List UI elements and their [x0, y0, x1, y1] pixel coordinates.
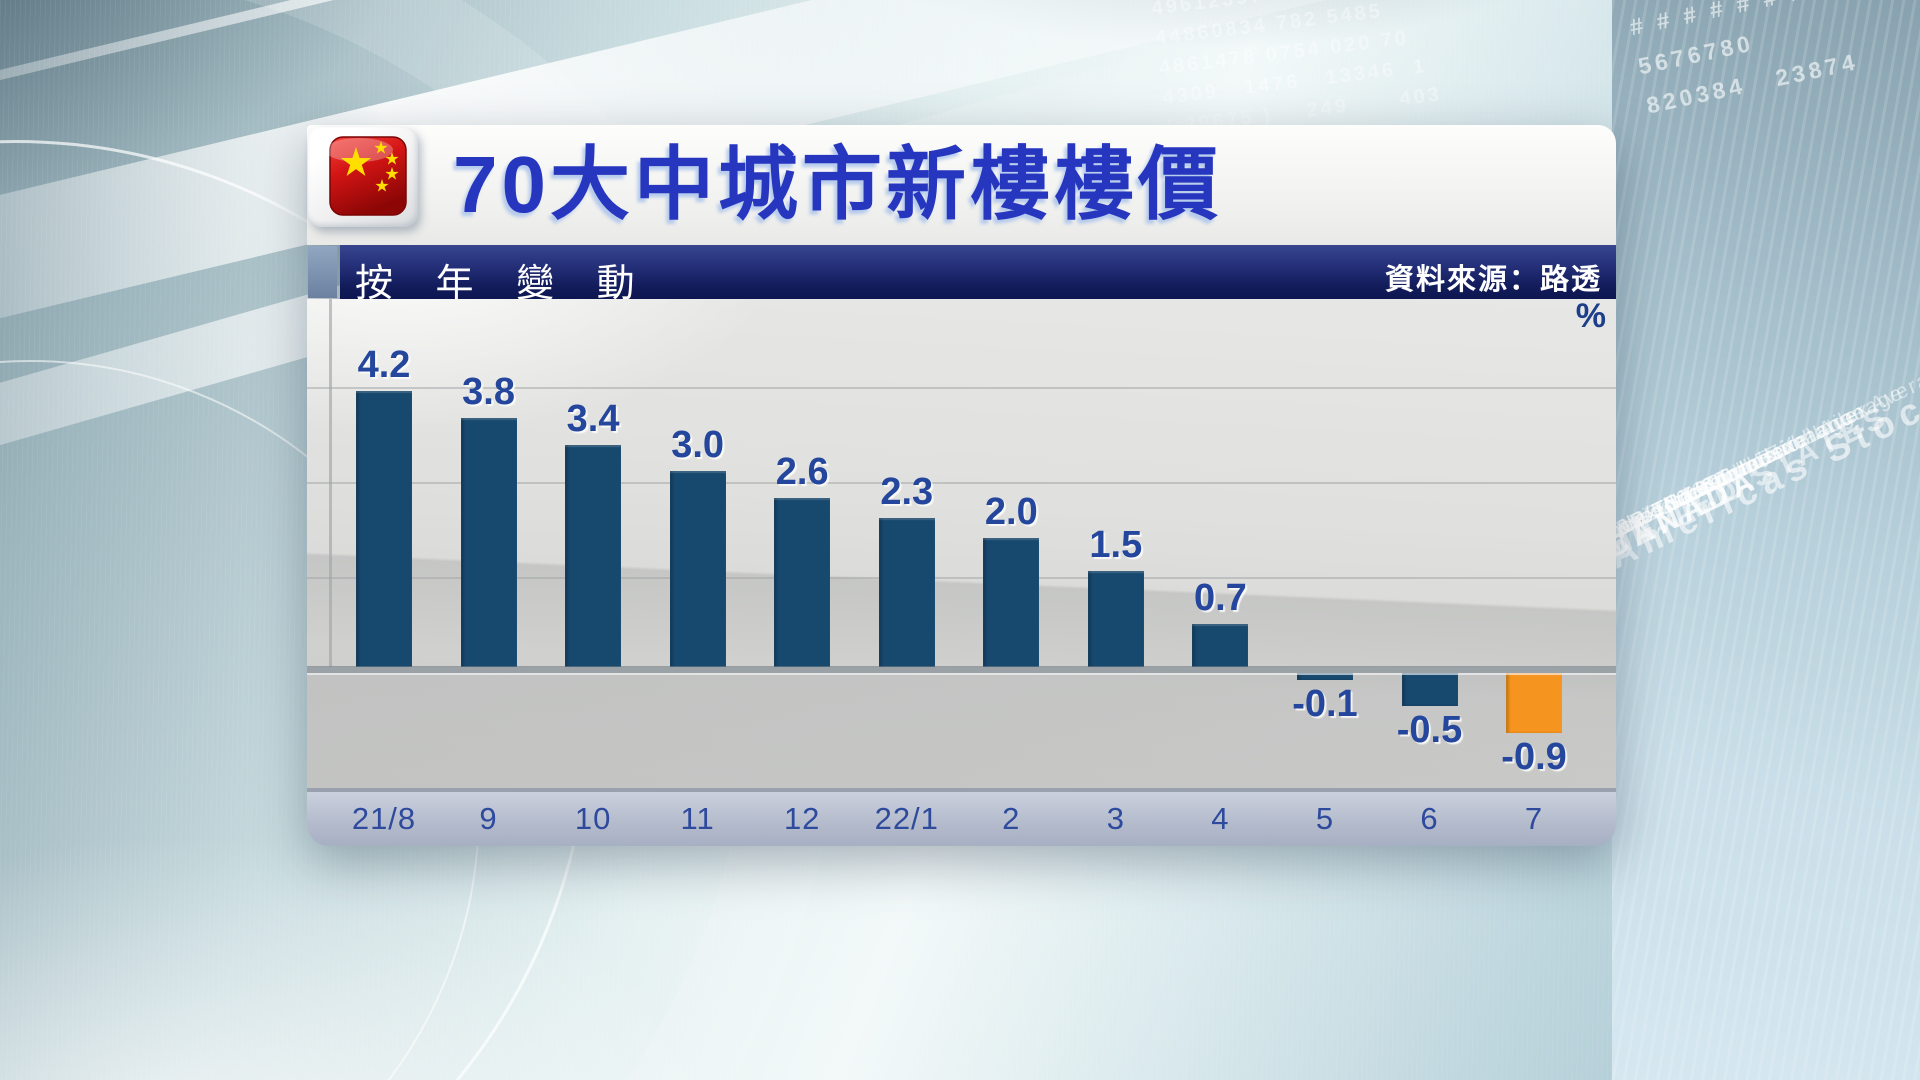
title-bar: 70大中城市新樓樓價 — [307, 125, 1616, 245]
bar-value-label: 3.4 — [566, 397, 620, 440]
zero-baseline — [307, 667, 1616, 673]
bar — [460, 417, 517, 671]
bar — [565, 444, 622, 671]
page-title: 70大中城市新樓樓價 — [453, 140, 1222, 229]
bar — [878, 517, 935, 671]
x-axis-label: 5 — [1315, 801, 1335, 836]
plot-highlight — [307, 299, 1616, 788]
gridline — [307, 482, 1616, 484]
backdrop-right-stripes — [1612, 0, 1920, 1080]
x-axis-label: 6 — [1420, 801, 1439, 836]
bar-value-label: -0.9 — [1501, 735, 1567, 778]
bar — [774, 497, 831, 671]
gridline — [307, 387, 1616, 389]
subtitle-bar: 按 年 變 動 資料來源：路透 — [307, 245, 1616, 305]
subtitle-accent-block — [308, 246, 337, 298]
china-flag-icon — [308, 127, 418, 227]
bar-chart-plot-area: % 4.2 3.8 3.4 3.0 2.6 2.3 2.0 1.5 0.7 -0.1 -0.5 -0.… — [307, 299, 1616, 788]
x-axis-label: 7 — [1524, 801, 1544, 836]
bar-value-label: 2.6 — [775, 450, 829, 493]
bar-highlighted — [1506, 673, 1563, 733]
gridline — [307, 577, 1616, 579]
unit-label: % — [1575, 299, 1606, 335]
chart-panel: 70大中城市新樓樓價 按 年 變 動 資料來源：路透 % 4.2 3.8 3.4 3.… — [307, 125, 1616, 846]
x-axis-label: 2 — [1002, 801, 1021, 836]
bar-value-label: -0.1 — [1292, 682, 1358, 725]
bar-value-label: 2.0 — [984, 490, 1038, 533]
subtitle-navy-strip: 按 年 變 動 資料來源：路透 — [340, 245, 1616, 305]
bar-value-label: -0.5 — [1396, 709, 1463, 752]
bar — [1296, 673, 1353, 680]
bar-value-label: 3.8 — [462, 370, 515, 413]
x-axis-label: 11 — [680, 801, 715, 836]
data-source-label: 資料來源：路透 — [1384, 264, 1602, 296]
bar-value-label: 2.3 — [880, 470, 934, 513]
x-axis-label: 22/1 — [874, 801, 939, 836]
x-axis-band: 21/8 9 10 11 12 22/1 2 3 4 5 6 7 — [307, 788, 1616, 846]
x-axis-label: 9 — [479, 801, 498, 836]
x-axis-label: 10 — [574, 801, 612, 836]
below-baseline-shade — [307, 673, 1616, 788]
bar-value-label: 0.7 — [1193, 577, 1247, 620]
bar — [669, 471, 726, 671]
chart-subtitle: 按 年 變 動 — [355, 263, 651, 305]
x-axis-label: 3 — [1106, 801, 1125, 836]
china-flag-graphic — [329, 136, 407, 216]
x-axis-label: 21/8 — [351, 801, 417, 836]
bar-value-label: 1.5 — [1089, 524, 1143, 567]
bar-value-label: 4.2 — [357, 344, 411, 387]
bar — [356, 391, 412, 671]
bar — [1401, 673, 1458, 707]
y-axis-line — [329, 299, 332, 671]
bar — [1087, 571, 1144, 671]
bar-value-label: 3.0 — [671, 424, 725, 467]
plot-diagonal-shade — [307, 299, 1616, 788]
bar — [983, 537, 1040, 671]
x-axis-label: 12 — [783, 801, 821, 836]
x-axis-label: 4 — [1211, 801, 1230, 836]
bar — [1192, 624, 1249, 671]
